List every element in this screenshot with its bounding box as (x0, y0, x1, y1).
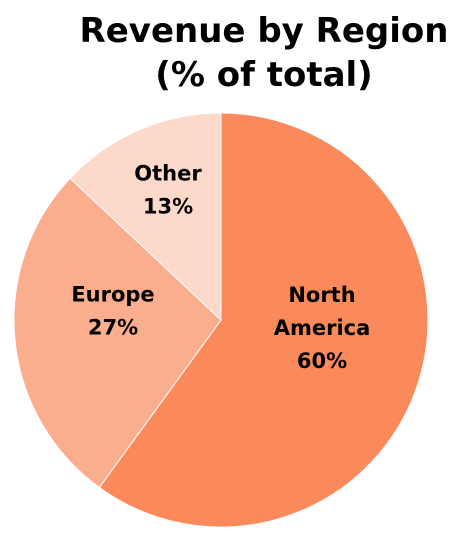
chart-title-line-2: (% of total) (155, 55, 372, 95)
pie-label-other-value: 13% (143, 195, 193, 219)
pie-slice-other (69, 112, 222, 322)
pie-label-other-name: Other (134, 162, 202, 186)
pie-label-europe-value: 27% (88, 316, 138, 340)
pie-label-north-america-name: America (274, 316, 371, 340)
pie-label-europe-name: Europe (71, 283, 154, 307)
chart-title: Revenue by Region (% of total) (80, 11, 449, 95)
pie-slice-europe (13, 177, 222, 489)
chart-title-line-1: Revenue by Region (80, 11, 449, 51)
pie-slices (13, 112, 429, 528)
pie-label-north-america-name: North (288, 283, 355, 307)
pie-slice-north-america (98, 112, 429, 528)
pie-label-north-america-value: 60% (297, 349, 347, 373)
pie-slice-labels: North America 60% Europe 27% Other 13% (71, 162, 370, 374)
